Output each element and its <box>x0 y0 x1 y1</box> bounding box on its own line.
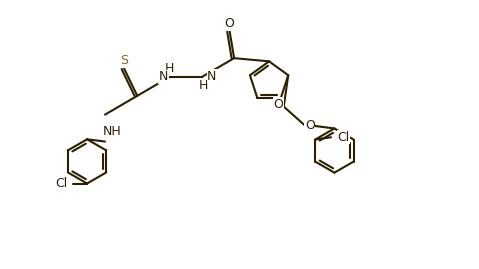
Text: NH: NH <box>103 125 122 138</box>
Text: H: H <box>198 79 208 92</box>
Text: N: N <box>207 70 217 83</box>
Text: S: S <box>120 54 128 67</box>
Text: N: N <box>159 70 168 83</box>
Text: H: H <box>165 62 174 75</box>
Text: O: O <box>274 98 284 111</box>
Text: O: O <box>225 17 235 30</box>
Text: Cl: Cl <box>55 177 68 190</box>
Text: Cl: Cl <box>337 131 350 144</box>
Text: O: O <box>305 119 315 132</box>
